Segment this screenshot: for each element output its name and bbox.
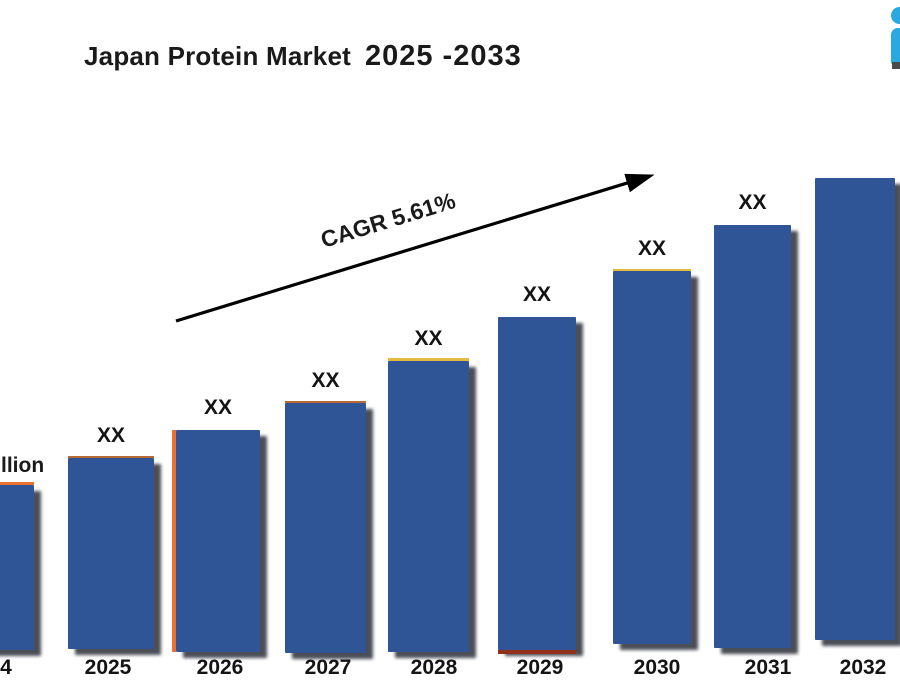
bar-2028 xyxy=(388,358,469,652)
x-axis-label: 2030 xyxy=(633,656,681,679)
logo-partial-icon xyxy=(891,4,900,80)
bar-value-label: XX xyxy=(96,424,126,447)
bar-accent-top-icon xyxy=(0,482,34,485)
logo-mark-icon xyxy=(892,62,900,69)
bar-2025 xyxy=(68,456,154,649)
x-axis-label: 2031 xyxy=(744,656,792,679)
cagr-label: CAGR 5.61% xyxy=(317,187,459,253)
bar-accent-bottom-icon xyxy=(498,650,576,654)
x-axis-label: 2032 xyxy=(839,656,887,679)
bar-accent-top-icon xyxy=(285,401,366,403)
bar-value-label: XX xyxy=(311,369,340,392)
x-axis-label: 2025 xyxy=(84,656,132,679)
bar-value-label: XX xyxy=(637,237,667,260)
bar-2031 xyxy=(714,225,791,648)
bar-4 xyxy=(0,482,34,650)
bar-accent-top-icon xyxy=(68,456,154,458)
bar-2029 xyxy=(498,317,576,654)
x-axis-label: 4 xyxy=(0,656,12,679)
bar-2032 xyxy=(815,178,895,640)
title-text: Japan Protein Market xyxy=(84,41,351,71)
unit-label-partial: llion xyxy=(1,454,45,477)
bar-2030 xyxy=(613,269,691,644)
title-range-text: 2025 -2033 xyxy=(364,40,522,72)
bar-accent-top-icon xyxy=(613,269,691,271)
x-axis-label: 2027 xyxy=(304,656,352,679)
bar-value-label: XX xyxy=(738,191,767,214)
logo-bar-icon xyxy=(891,28,900,68)
bar-value-label: XX xyxy=(522,283,552,306)
bar-accent-top-icon xyxy=(388,358,469,361)
bar-value-label: XX xyxy=(414,327,443,350)
bar-value-label: XX xyxy=(203,396,233,419)
page-title: Japan Protein Market 2025 -2033 xyxy=(84,40,522,73)
bar-2026 xyxy=(172,430,260,652)
bar-2027 xyxy=(285,401,366,653)
x-axis-label: 2029 xyxy=(516,656,564,679)
x-axis-label: 2028 xyxy=(410,656,458,679)
bar-accent-left-icon xyxy=(172,430,176,652)
logo-dot-icon xyxy=(891,7,900,24)
x-axis-label: 2026 xyxy=(196,656,244,679)
